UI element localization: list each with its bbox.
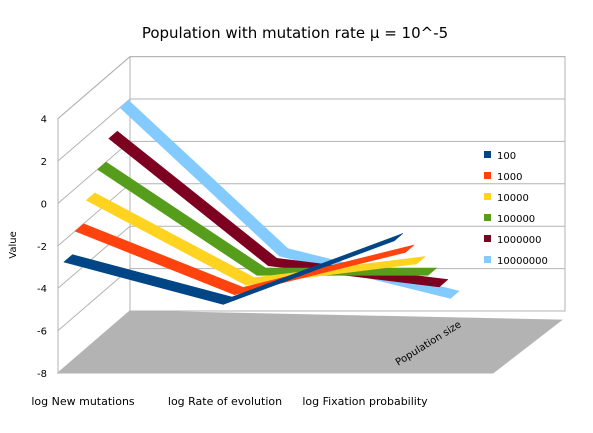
gridline bbox=[57, 310, 565, 374]
x-category-label: log Rate of evolution bbox=[168, 395, 282, 408]
x-axis-labels: log New mutations log Rate of evolution … bbox=[31, 395, 428, 408]
legend-label: 1000000 bbox=[497, 235, 542, 246]
chart-grid bbox=[57, 56, 565, 374]
chart-floor bbox=[56, 310, 563, 374]
legend-label: 100000 bbox=[497, 214, 535, 225]
legend-label: 10000000 bbox=[497, 256, 548, 267]
legend-label: 1000 bbox=[497, 172, 522, 183]
legend-label: 100 bbox=[497, 151, 516, 162]
legend-swatch bbox=[484, 151, 491, 158]
series-ribbon bbox=[63, 233, 404, 305]
legend-label: 10000 bbox=[497, 193, 529, 204]
y-tick-label: -8 bbox=[37, 369, 47, 380]
y-axis-ticks: 4 2 0 -2 -4 -6 -8 bbox=[37, 115, 47, 380]
x-category-label: log New mutations bbox=[31, 395, 135, 408]
legend-swatch bbox=[484, 172, 491, 179]
legend: 100 1000 10000 100000 1000000 10000000 bbox=[484, 151, 548, 267]
legend-swatch bbox=[484, 235, 491, 242]
series-segment bbox=[223, 233, 404, 305]
y-axis-title: Value bbox=[8, 231, 19, 258]
x-category-label: log Fixation probability bbox=[302, 395, 428, 408]
y-tick-label: -2 bbox=[37, 242, 47, 253]
y-tick-label: -4 bbox=[37, 284, 47, 295]
y-tick-label: 2 bbox=[41, 157, 47, 168]
legend-swatch bbox=[484, 193, 491, 200]
legend-swatch bbox=[484, 256, 491, 263]
data-series-ribbons bbox=[63, 99, 460, 305]
y-tick-label: -6 bbox=[37, 327, 47, 338]
y-tick-label: 0 bbox=[41, 199, 47, 210]
gridline bbox=[57, 98, 565, 162]
y-tick-label: 4 bbox=[41, 115, 47, 126]
chart-title: Population with mutation rate μ = 10^-5 bbox=[142, 24, 448, 42]
gridline bbox=[57, 225, 565, 289]
legend-swatch bbox=[484, 214, 491, 221]
gridline bbox=[57, 56, 565, 119]
